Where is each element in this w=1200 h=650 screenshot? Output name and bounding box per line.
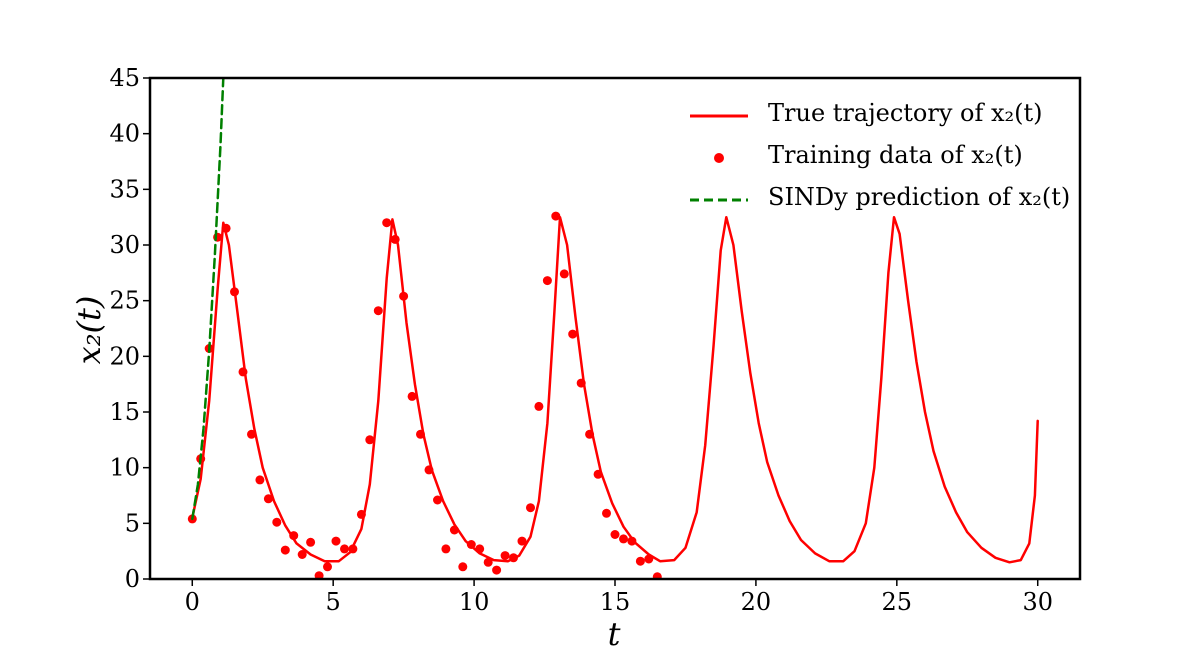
y-tick-label: 5 (125, 509, 140, 537)
training-data-point (390, 234, 400, 244)
training-data-point (247, 429, 256, 439)
training-data-point (483, 557, 493, 567)
training-data-point (652, 572, 662, 579)
series-layer (187, 78, 1039, 579)
sindy-prediction-line (191, 78, 225, 521)
training-data-point (263, 494, 273, 504)
training-data-point (559, 269, 569, 279)
training-data-point (644, 554, 654, 564)
training-data-point (509, 553, 518, 563)
y-tick-label: 10 (109, 454, 140, 482)
training-data-point (331, 536, 341, 546)
training-data-point (602, 508, 611, 518)
training-data-point (348, 544, 358, 554)
training-data-point (289, 531, 299, 541)
y-tick-label: 25 (109, 287, 140, 315)
training-data-point (323, 562, 332, 572)
training-data-point (619, 534, 628, 544)
x-tick-label: 30 (1022, 588, 1053, 616)
training-data-point (399, 291, 409, 301)
training-data-point (373, 306, 383, 316)
training-data-point (297, 550, 307, 559)
y-tick-label: 20 (109, 342, 140, 370)
training-data-point (517, 536, 527, 546)
training-data-point (542, 276, 552, 286)
y-tick-label: 0 (125, 565, 140, 593)
x-tick-label: 15 (600, 588, 631, 616)
legend-true-trajectory-label: True trajectory of x₂(t) (768, 99, 1043, 127)
y-tick-label: 40 (109, 120, 140, 148)
training-data-point (635, 556, 645, 566)
true-trajectory-line (191, 215, 1039, 564)
training-data-point (314, 571, 324, 579)
training-data-point (458, 562, 468, 572)
training-data-point (585, 429, 595, 439)
training-data-point (475, 544, 485, 554)
training-data-point (407, 391, 417, 401)
y-tick-label: 35 (109, 175, 140, 203)
legend-training-data-marker (714, 153, 724, 163)
x-tick-label: 5 (326, 588, 341, 616)
training-data-point (221, 223, 231, 233)
training-data-point (492, 565, 502, 575)
training-data-point (466, 540, 476, 549)
training-data-point (526, 503, 535, 513)
training-data-point (593, 469, 603, 479)
training-data-point (627, 536, 637, 546)
training-data-point (534, 401, 544, 411)
training-data-point (238, 367, 248, 377)
ticks-layer: 0 5 10 15 20 25 30 0 5 10 15 20 25 30 35 40 45 (109, 64, 1053, 616)
y-tick-label: 30 (109, 231, 140, 259)
training-data-point (382, 218, 392, 228)
x-tick-label: 25 (882, 588, 913, 616)
training-data-point (449, 525, 459, 535)
training-data-point (280, 545, 290, 555)
x-tick-label: 10 (459, 588, 490, 616)
legend: True trajectory of x₂(t) Training data o… (690, 99, 1070, 211)
training-data-point (551, 211, 561, 221)
y-tick-label: 45 (109, 64, 140, 92)
training-data-point (610, 530, 620, 539)
training-data-point (441, 544, 451, 554)
training-data-point (356, 509, 366, 519)
training-data-point (500, 551, 510, 561)
y-tick-label: 15 (109, 398, 140, 426)
legend-training-data-label: Training data of x₂(t) (768, 141, 1023, 169)
training-data-point (433, 495, 442, 505)
training-data-point (340, 544, 349, 554)
training-data-point (424, 465, 434, 475)
x-tick-label: 20 (741, 588, 772, 616)
training-data-point (230, 287, 239, 297)
y-axis-label: x₂(t) (70, 296, 108, 365)
training-data-point (272, 517, 282, 527)
training-data-point (416, 429, 425, 439)
training-data-point (255, 475, 265, 485)
x-axis-label: t (608, 615, 621, 650)
training-data-point (568, 329, 578, 339)
training-data-point (576, 378, 586, 388)
training-data-point (306, 537, 316, 547)
training-data-point (365, 435, 375, 445)
legend-sindy-label: SINDy prediction of x₂(t) (768, 183, 1070, 211)
x-tick-label: 0 (185, 588, 200, 616)
